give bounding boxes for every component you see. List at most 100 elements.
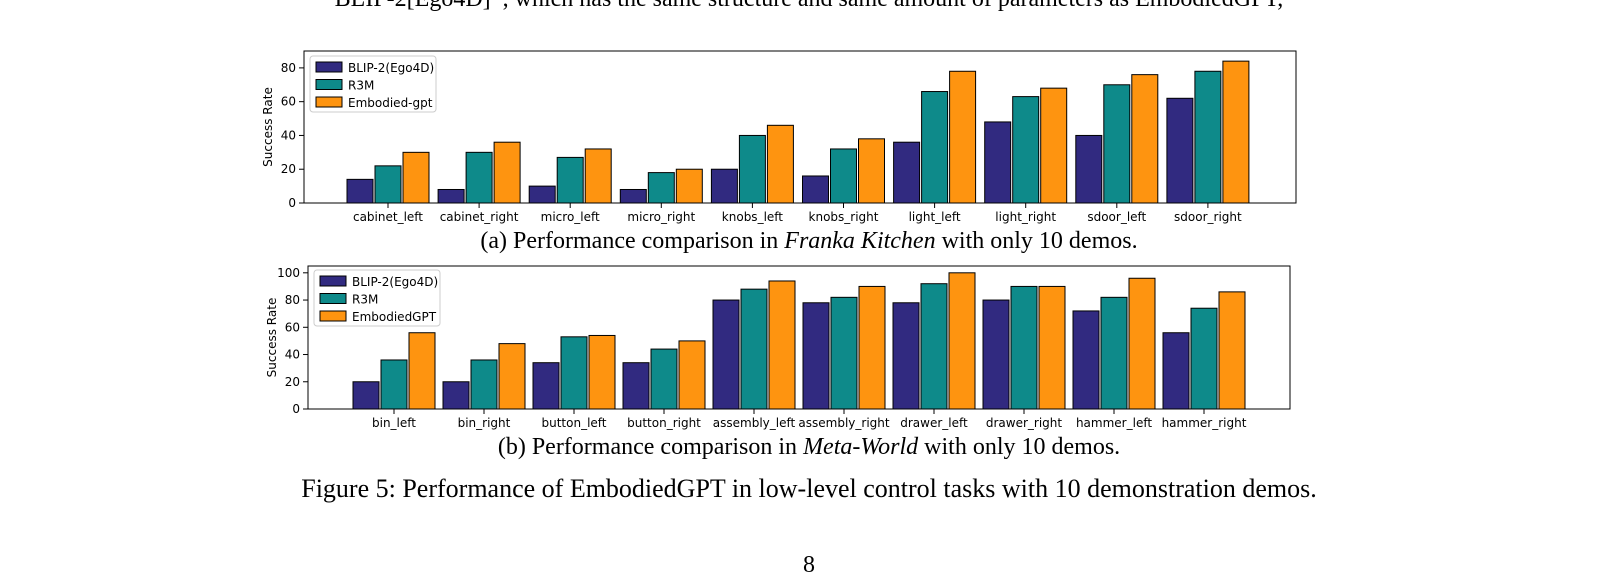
subcaption-a-suffix: with only 10 demos. — [935, 228, 1138, 254]
bar — [830, 296, 858, 410]
bar — [402, 151, 430, 204]
legend-label: BLIP-2(Ego4D) — [352, 275, 438, 289]
y-tick-label: 80 — [285, 293, 300, 307]
legend-label: BLIP-2(Ego4D) — [348, 61, 434, 75]
x-tick-label: drawer_right — [986, 416, 1063, 430]
bar — [1128, 277, 1156, 410]
bar — [560, 336, 588, 410]
legend-label: Embodied-gpt — [348, 96, 433, 110]
subcaption-b-suffix: with only 10 demos. — [918, 434, 1121, 460]
bar — [1222, 60, 1250, 204]
bar — [768, 280, 796, 410]
bar — [584, 148, 612, 204]
bar — [830, 148, 857, 204]
bar — [650, 348, 678, 410]
bar — [802, 302, 830, 410]
bar — [1131, 74, 1159, 204]
legend-label: R3M — [352, 293, 378, 307]
y-tick-label: 80 — [281, 61, 296, 75]
x-tick-label: cabinet_right — [440, 210, 519, 224]
bar — [556, 156, 584, 204]
y-tick-label: 0 — [292, 402, 300, 416]
bar — [1100, 296, 1128, 410]
bar — [949, 70, 977, 204]
bar — [493, 141, 521, 204]
bar — [1075, 134, 1103, 204]
x-tick-label: assembly_left — [713, 416, 796, 430]
x-tick-label: button_left — [541, 416, 606, 430]
bar — [982, 299, 1010, 410]
x-tick-label: drawer_left — [900, 416, 968, 430]
bar — [470, 359, 498, 410]
bar — [588, 334, 616, 410]
x-tick-label: assembly_right — [798, 416, 889, 430]
y-tick-label: 20 — [281, 162, 296, 176]
bar — [675, 168, 703, 204]
bar — [380, 359, 408, 410]
y-tick-label: 40 — [281, 128, 296, 142]
y-axis-label: Success Rate — [261, 87, 275, 167]
plot-frame — [303, 50, 1297, 204]
bar — [920, 283, 948, 410]
bar — [1010, 285, 1038, 410]
bar — [710, 168, 738, 204]
legend-swatch — [319, 310, 347, 322]
bar — [619, 188, 647, 204]
bar — [1166, 97, 1194, 204]
y-tick-label: 100 — [277, 266, 300, 280]
subcaption-b-prefix: (b) Performance comparison in — [497, 434, 804, 460]
bar — [766, 124, 794, 204]
bar — [408, 332, 436, 410]
bar — [1012, 96, 1040, 204]
x-tick-label: sdoor_left — [1087, 210, 1146, 224]
legend-swatch — [315, 96, 343, 108]
bar — [858, 285, 886, 410]
subcaption-a-prefix: (a) Performance comparison in — [480, 228, 785, 254]
y-tick-label: 60 — [281, 95, 296, 109]
bar — [437, 188, 465, 204]
y-tick-label: 20 — [285, 375, 300, 389]
bar — [528, 185, 556, 204]
legend-swatch — [319, 275, 347, 287]
bar — [984, 121, 1012, 204]
bar — [1162, 332, 1190, 410]
x-tick-label: knobs_right — [809, 210, 879, 224]
legend-swatch — [315, 79, 343, 90]
bar — [442, 381, 470, 410]
bar — [622, 362, 650, 410]
chart-meta-world: 0 20 40 60 80 100 Success Rate bin_left bin_righ… — [265, 265, 1291, 430]
x-tick-label: hammer_right — [1162, 416, 1247, 430]
page-number: 8 — [803, 552, 815, 578]
bar — [647, 172, 675, 204]
bar — [352, 381, 380, 410]
bar — [921, 91, 949, 204]
bar — [740, 288, 768, 410]
x-tick-label: hammer_left — [1076, 416, 1152, 430]
y-axis-label: Success Rate — [265, 298, 279, 378]
bar — [893, 141, 921, 204]
x-tick-label: bin_left — [372, 416, 416, 430]
legend-label: EmbodiedGPT — [352, 310, 437, 324]
x-tick-label: knobs_left — [722, 210, 783, 224]
subcaption-b: (b) Performance comparison in Meta-World… — [0, 434, 1618, 461]
bar — [1103, 84, 1131, 204]
legend-label: R3M — [348, 79, 374, 93]
x-tick-label: button_right — [627, 416, 701, 430]
bar — [1040, 87, 1068, 204]
figure-caption: Figure 5: Performance of EmbodiedGPT in … — [301, 474, 1317, 503]
chart-franka-kitchen: 0 20 40 60 80 Success Rate cabinet_left cabinet… — [261, 50, 1297, 224]
bar — [532, 362, 560, 410]
bar — [948, 272, 976, 410]
bar — [712, 299, 740, 410]
bar — [858, 138, 885, 204]
y-tick-label: 60 — [285, 320, 300, 334]
bar — [498, 343, 526, 410]
x-tick-label: cabinet_left — [353, 210, 423, 224]
legend-swatch — [319, 293, 347, 304]
body-text-line: BLIP-2[Ego4D]*, which has the same struc… — [0, 0, 1618, 13]
x-tick-label: bin_right — [458, 416, 511, 430]
bar — [1218, 291, 1246, 410]
x-tick-label: light_right — [995, 210, 1056, 224]
legend-swatch — [315, 61, 343, 73]
x-tick-label: micro_left — [541, 210, 600, 224]
